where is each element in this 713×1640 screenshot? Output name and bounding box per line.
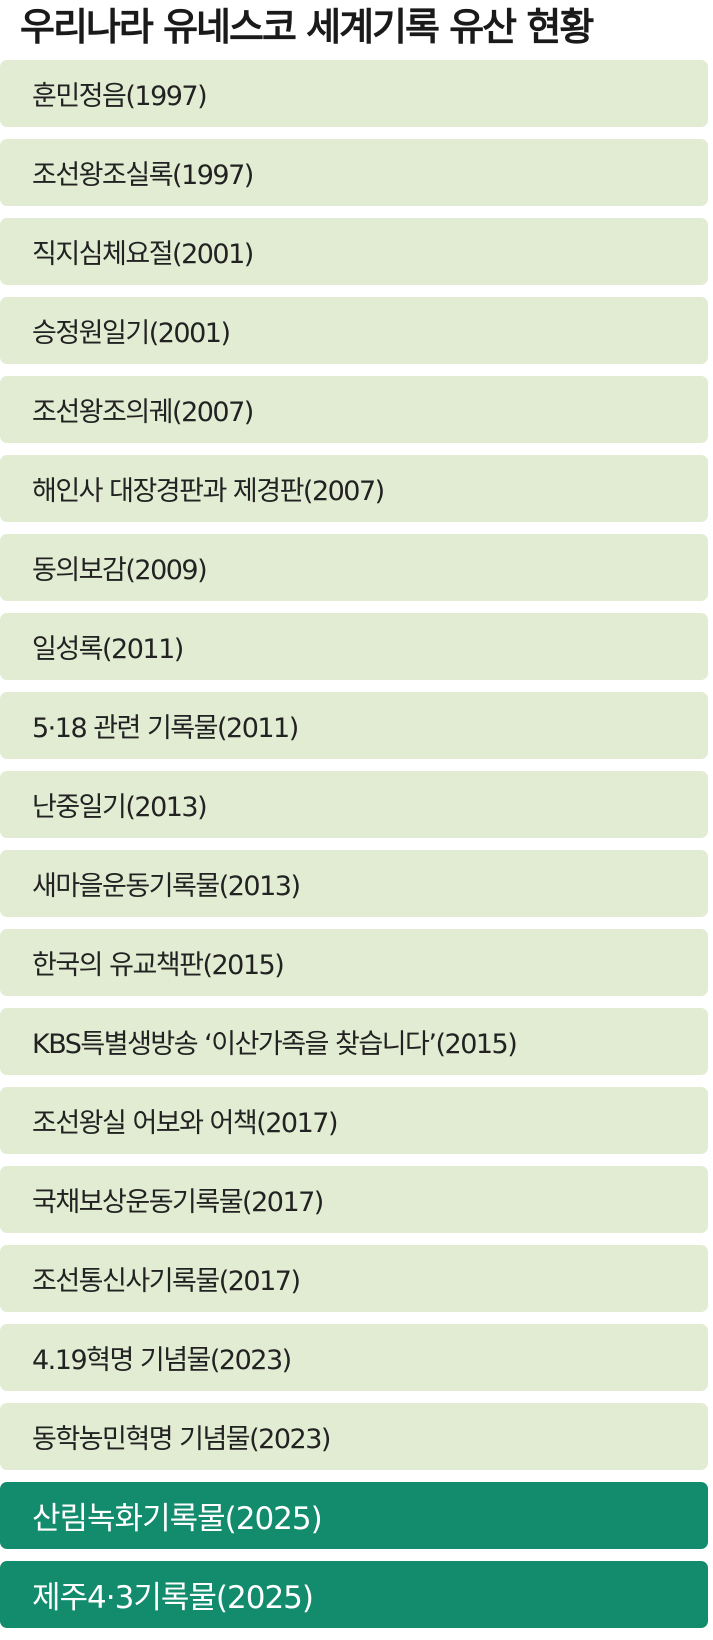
list-item-label: 일성록(2011) — [32, 634, 184, 665]
list-item-new: 제주4·3기록물(2025) — [0, 1561, 708, 1628]
list-item-label: 동의보감(2009) — [32, 555, 208, 586]
list-item: 훈민정음(1997) — [0, 60, 708, 127]
list-item: 조선통신사기록물(2017) — [0, 1245, 708, 1312]
list-item: 5·18 관련 기록물(2011) — [0, 692, 708, 759]
list-item: 조선왕조실록(1997) — [0, 139, 708, 206]
list-item: 승정원일기(2001) — [0, 297, 708, 364]
heritage-list: 훈민정음(1997) 조선왕조실록(1997) 직지심체요절(2001) 승정원일기(… — [0, 60, 708, 1640]
list-item-label: 한국의 유교책판(2015) — [32, 950, 285, 981]
list-item: 조선왕실 어보와 어책(2017) — [0, 1087, 708, 1154]
list-item-label: KBS특별생방송 ‘이산가족을 찾습니다’(2015) — [32, 1029, 518, 1060]
list-item: 국채보상운동기록물(2017) — [0, 1166, 708, 1233]
list-item-label: 동학농민혁명 기념물(2023) — [32, 1424, 331, 1455]
list-item-label: 해인사 대장경판과 제경판(2007) — [32, 476, 385, 507]
list-item-label: 조선통신사기록물(2017) — [32, 1266, 301, 1297]
list-item: 조선왕조의궤(2007) — [0, 376, 708, 443]
list-item: 한국의 유교책판(2015) — [0, 929, 708, 996]
list-item: 직지심체요절(2001) — [0, 218, 708, 285]
list-item-label: 훈민정음(1997) — [32, 81, 208, 112]
list-item-label: 조선왕조실록(1997) — [32, 160, 254, 191]
list-item: 동학농민혁명 기념물(2023) — [0, 1403, 708, 1470]
list-item-label: 조선왕조의궤(2007) — [32, 397, 254, 428]
list-item-label: 직지심체요절(2001) — [32, 239, 254, 270]
list-item: 새마을운동기록물(2013) — [0, 850, 708, 917]
list-item-label: 조선왕실 어보와 어책(2017) — [32, 1108, 339, 1139]
list-item: 난중일기(2013) — [0, 771, 708, 838]
list-item: 4.19혁명 기념물(2023) — [0, 1324, 708, 1391]
list-item-label: 제주4·3기록물(2025) — [32, 1580, 314, 1616]
list-item-label: 산림녹화기록물(2025) — [32, 1501, 323, 1537]
list-item-label: 새마을운동기록물(2013) — [32, 871, 301, 902]
list-item: KBS특별생방송 ‘이산가족을 찾습니다’(2015) — [0, 1008, 708, 1075]
page-title: 우리나라 유네스코 세계기록 유산 현황 — [20, 5, 594, 49]
list-item: 동의보감(2009) — [0, 534, 708, 601]
list-item: 해인사 대장경판과 제경판(2007) — [0, 455, 708, 522]
list-item-label: 난중일기(2013) — [32, 792, 208, 823]
list-item: 일성록(2011) — [0, 613, 708, 680]
list-item-label: 국채보상운동기록물(2017) — [32, 1187, 324, 1218]
list-item-new: 산림녹화기록물(2025) — [0, 1482, 708, 1549]
list-item-label: 4.19혁명 기념물(2023) — [32, 1345, 292, 1376]
list-item-label: 5·18 관련 기록물(2011) — [32, 713, 299, 744]
list-item-label: 승정원일기(2001) — [32, 318, 231, 349]
